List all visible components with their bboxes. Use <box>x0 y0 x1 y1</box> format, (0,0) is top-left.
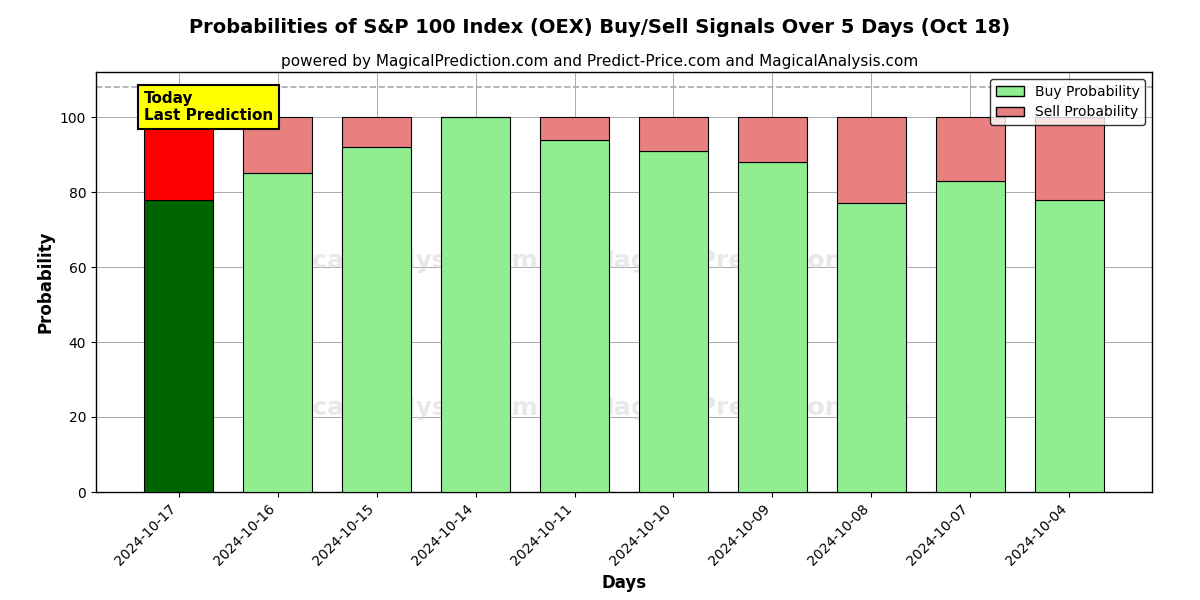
Bar <box>638 117 708 151</box>
Bar <box>242 117 312 173</box>
Bar <box>540 117 610 140</box>
X-axis label: Days: Days <box>601 574 647 592</box>
Bar <box>144 200 214 492</box>
Bar <box>738 117 808 162</box>
Bar <box>836 117 906 203</box>
Text: MagicalAnalysis.com: MagicalAnalysis.com <box>245 396 539 420</box>
Y-axis label: Probability: Probability <box>36 231 54 333</box>
Text: MagicalAnalysis.com: MagicalAnalysis.com <box>245 249 539 273</box>
Bar <box>1034 200 1104 492</box>
Text: MagicalPrediction.com: MagicalPrediction.com <box>590 396 911 420</box>
Bar <box>1034 117 1104 200</box>
Bar <box>738 162 808 492</box>
Text: MagicalPrediction.com: MagicalPrediction.com <box>590 249 911 273</box>
Bar <box>936 117 1006 181</box>
Bar <box>638 151 708 492</box>
Bar <box>440 117 510 492</box>
Bar <box>936 181 1006 492</box>
Text: Probabilities of S&P 100 Index (OEX) Buy/Sell Signals Over 5 Days (Oct 18): Probabilities of S&P 100 Index (OEX) Buy… <box>190 18 1010 37</box>
Bar <box>242 173 312 492</box>
Bar <box>836 203 906 492</box>
Text: powered by MagicalPrediction.com and Predict-Price.com and MagicalAnalysis.com: powered by MagicalPrediction.com and Pre… <box>281 54 919 69</box>
Bar <box>342 147 412 492</box>
Bar <box>342 117 412 147</box>
Text: Today
Last Prediction: Today Last Prediction <box>144 91 274 123</box>
Bar <box>540 140 610 492</box>
Bar <box>144 117 214 200</box>
Legend: Buy Probability, Sell Probability: Buy Probability, Sell Probability <box>990 79 1145 125</box>
